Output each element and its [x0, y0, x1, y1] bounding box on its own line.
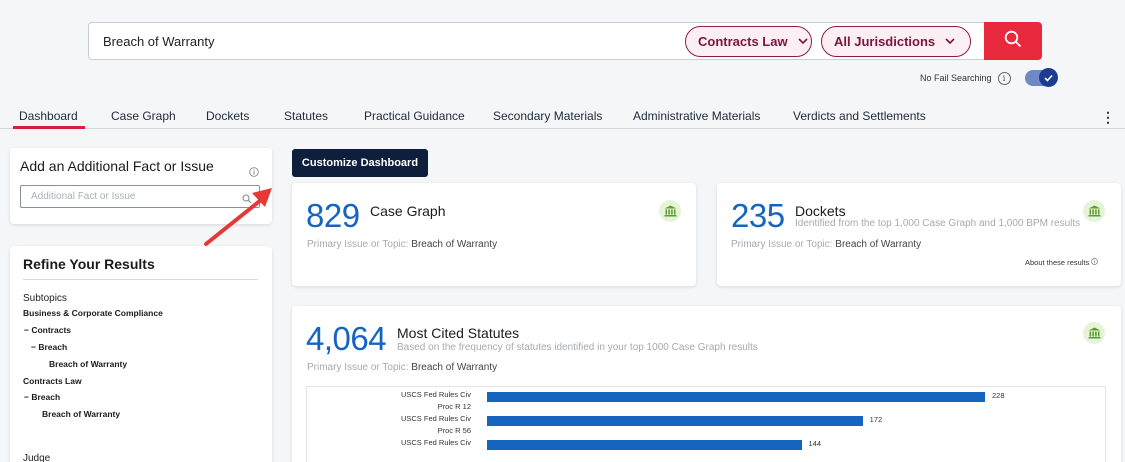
about-these-results-link[interactable]: About these results [1025, 258, 1099, 267]
tab-practical-guidance[interactable]: Practical Guidance [364, 109, 465, 123]
bar-value-label: 228 [992, 391, 1005, 400]
search-icon [1004, 30, 1022, 53]
info-icon [1091, 258, 1099, 267]
courthouse-icon [1083, 200, 1105, 222]
tab-verdicts-and-settlements[interactable]: Verdicts and Settlements [793, 109, 926, 123]
courthouse-icon [1083, 322, 1105, 344]
bar-value-label: 144 [808, 439, 822, 448]
dockets-count: 235 [731, 197, 785, 234]
divider [23, 279, 258, 280]
bar-value-label: 172 [869, 415, 883, 424]
customize-dashboard-button[interactable]: Customize Dashboard [292, 149, 428, 177]
add-fact-title: Add an Additional Fact or Issue [20, 158, 214, 174]
subtopic-item[interactable]: Breach of Warranty [42, 409, 121, 419]
bar-category-label: USCS Fed Rules Civ [400, 414, 471, 423]
check-icon [1038, 68, 1058, 87]
search-input[interactable] [103, 23, 663, 59]
info-icon[interactable]: i [997, 71, 1011, 85]
subtopic-item[interactable]: Contracts Law [23, 376, 82, 386]
jurisdiction-label: All Jurisdictions [834, 34, 936, 49]
annotation-arrow [204, 188, 272, 246]
practice-area-label: Contracts Law [698, 34, 788, 49]
practice-area-dropdown[interactable]: Contracts Law [685, 26, 812, 57]
search-icon[interactable] [242, 191, 252, 209]
statutes-bar-chart: USCS Fed Rules Civ Proc R 12 228 USCS Fed R… [306, 386, 1106, 462]
statutes-subtitle: Based on the frequency of statutes ident… [397, 342, 758, 353]
subtopic-item[interactable]: − Breach [31, 342, 68, 352]
statute-bar[interactable] [487, 416, 863, 426]
statute-bar[interactable] [487, 440, 802, 450]
case-graph-primary-topic: Primary Issue or Topic: Breach of Warran… [307, 239, 498, 250]
statutes-primary-topic: Primary Issue or Topic: Breach of Warran… [307, 362, 498, 373]
chevron-down-icon [798, 36, 808, 47]
subtopics-label: Subtopics [23, 293, 67, 304]
no-fail-label: No Fail Searching [920, 73, 992, 83]
chevron-down-icon [945, 36, 955, 47]
tab-administrative-materials[interactable]: Administrative Materials [633, 109, 761, 123]
add-fact-card: Add an Additional Fact or Issue [10, 148, 272, 224]
most-cited-statutes-card[interactable]: 4,064 Most Cited Statutes Based on the f… [292, 306, 1121, 462]
judge-label: Judge [23, 453, 51, 462]
refine-results-card: Refine Your Results Subtopics Business &… [10, 246, 272, 462]
dockets-primary-topic: Primary Issue or Topic: Breach of Warran… [731, 239, 922, 250]
refine-title: Refine Your Results [23, 256, 155, 272]
statutes-title: Most Cited Statutes [397, 325, 520, 341]
case-graph-title: Case Graph [370, 203, 446, 219]
tab-case-graph[interactable]: Case Graph [111, 109, 176, 123]
case-graph-count: 829 [306, 197, 360, 234]
tab-statutes[interactable]: Statutes [284, 109, 329, 123]
dockets-subtitle: Identified from the top 1,000 Case Graph… [795, 218, 1081, 229]
dockets-title: Dockets [795, 203, 846, 219]
search-button[interactable] [984, 22, 1042, 60]
subtopic-item[interactable]: Business & Corporate Compliance [23, 308, 163, 318]
bar-category-label: Proc R 56 [437, 426, 471, 435]
kebab-menu-icon[interactable]: ⋮ [1101, 109, 1115, 125]
bar-category-label: USCS Fed Rules Civ [400, 438, 471, 447]
statutes-count: 4,064 [306, 320, 387, 357]
bar-category-label: USCS Fed Rules Civ [400, 390, 471, 399]
jurisdiction-dropdown[interactable]: All Jurisdictions [821, 26, 971, 57]
search-bar: Contracts Law All Jurisdictions [88, 22, 1042, 60]
tab-dashboard[interactable]: Dashboard [13, 109, 85, 129]
dockets-card[interactable]: 235 Dockets Identified from the top 1,00… [717, 183, 1121, 286]
tab-bar: Dashboard Case Graph Dockets Statutes Pr… [0, 104, 1125, 129]
courthouse-icon [659, 200, 681, 222]
tab-dockets[interactable]: Dockets [206, 109, 250, 123]
additional-fact-input[interactable] [20, 185, 260, 208]
no-fail-toggle[interactable] [1024, 68, 1058, 87]
subtopic-item[interactable]: − Breach [24, 392, 61, 402]
subtopic-item[interactable]: Breach of Warranty [49, 359, 128, 369]
tab-secondary-materials[interactable]: Secondary Materials [493, 109, 603, 123]
info-icon[interactable] [249, 164, 259, 182]
statute-bar[interactable] [487, 392, 985, 402]
no-fail-searching: No Fail Searching i [920, 68, 1058, 87]
subtopic-item[interactable]: − Contracts [24, 325, 71, 335]
bar-category-label: Proc R 12 [437, 402, 471, 411]
case-graph-card[interactable]: 829 Case Graph Primary Issue or Topic: B… [292, 183, 696, 286]
